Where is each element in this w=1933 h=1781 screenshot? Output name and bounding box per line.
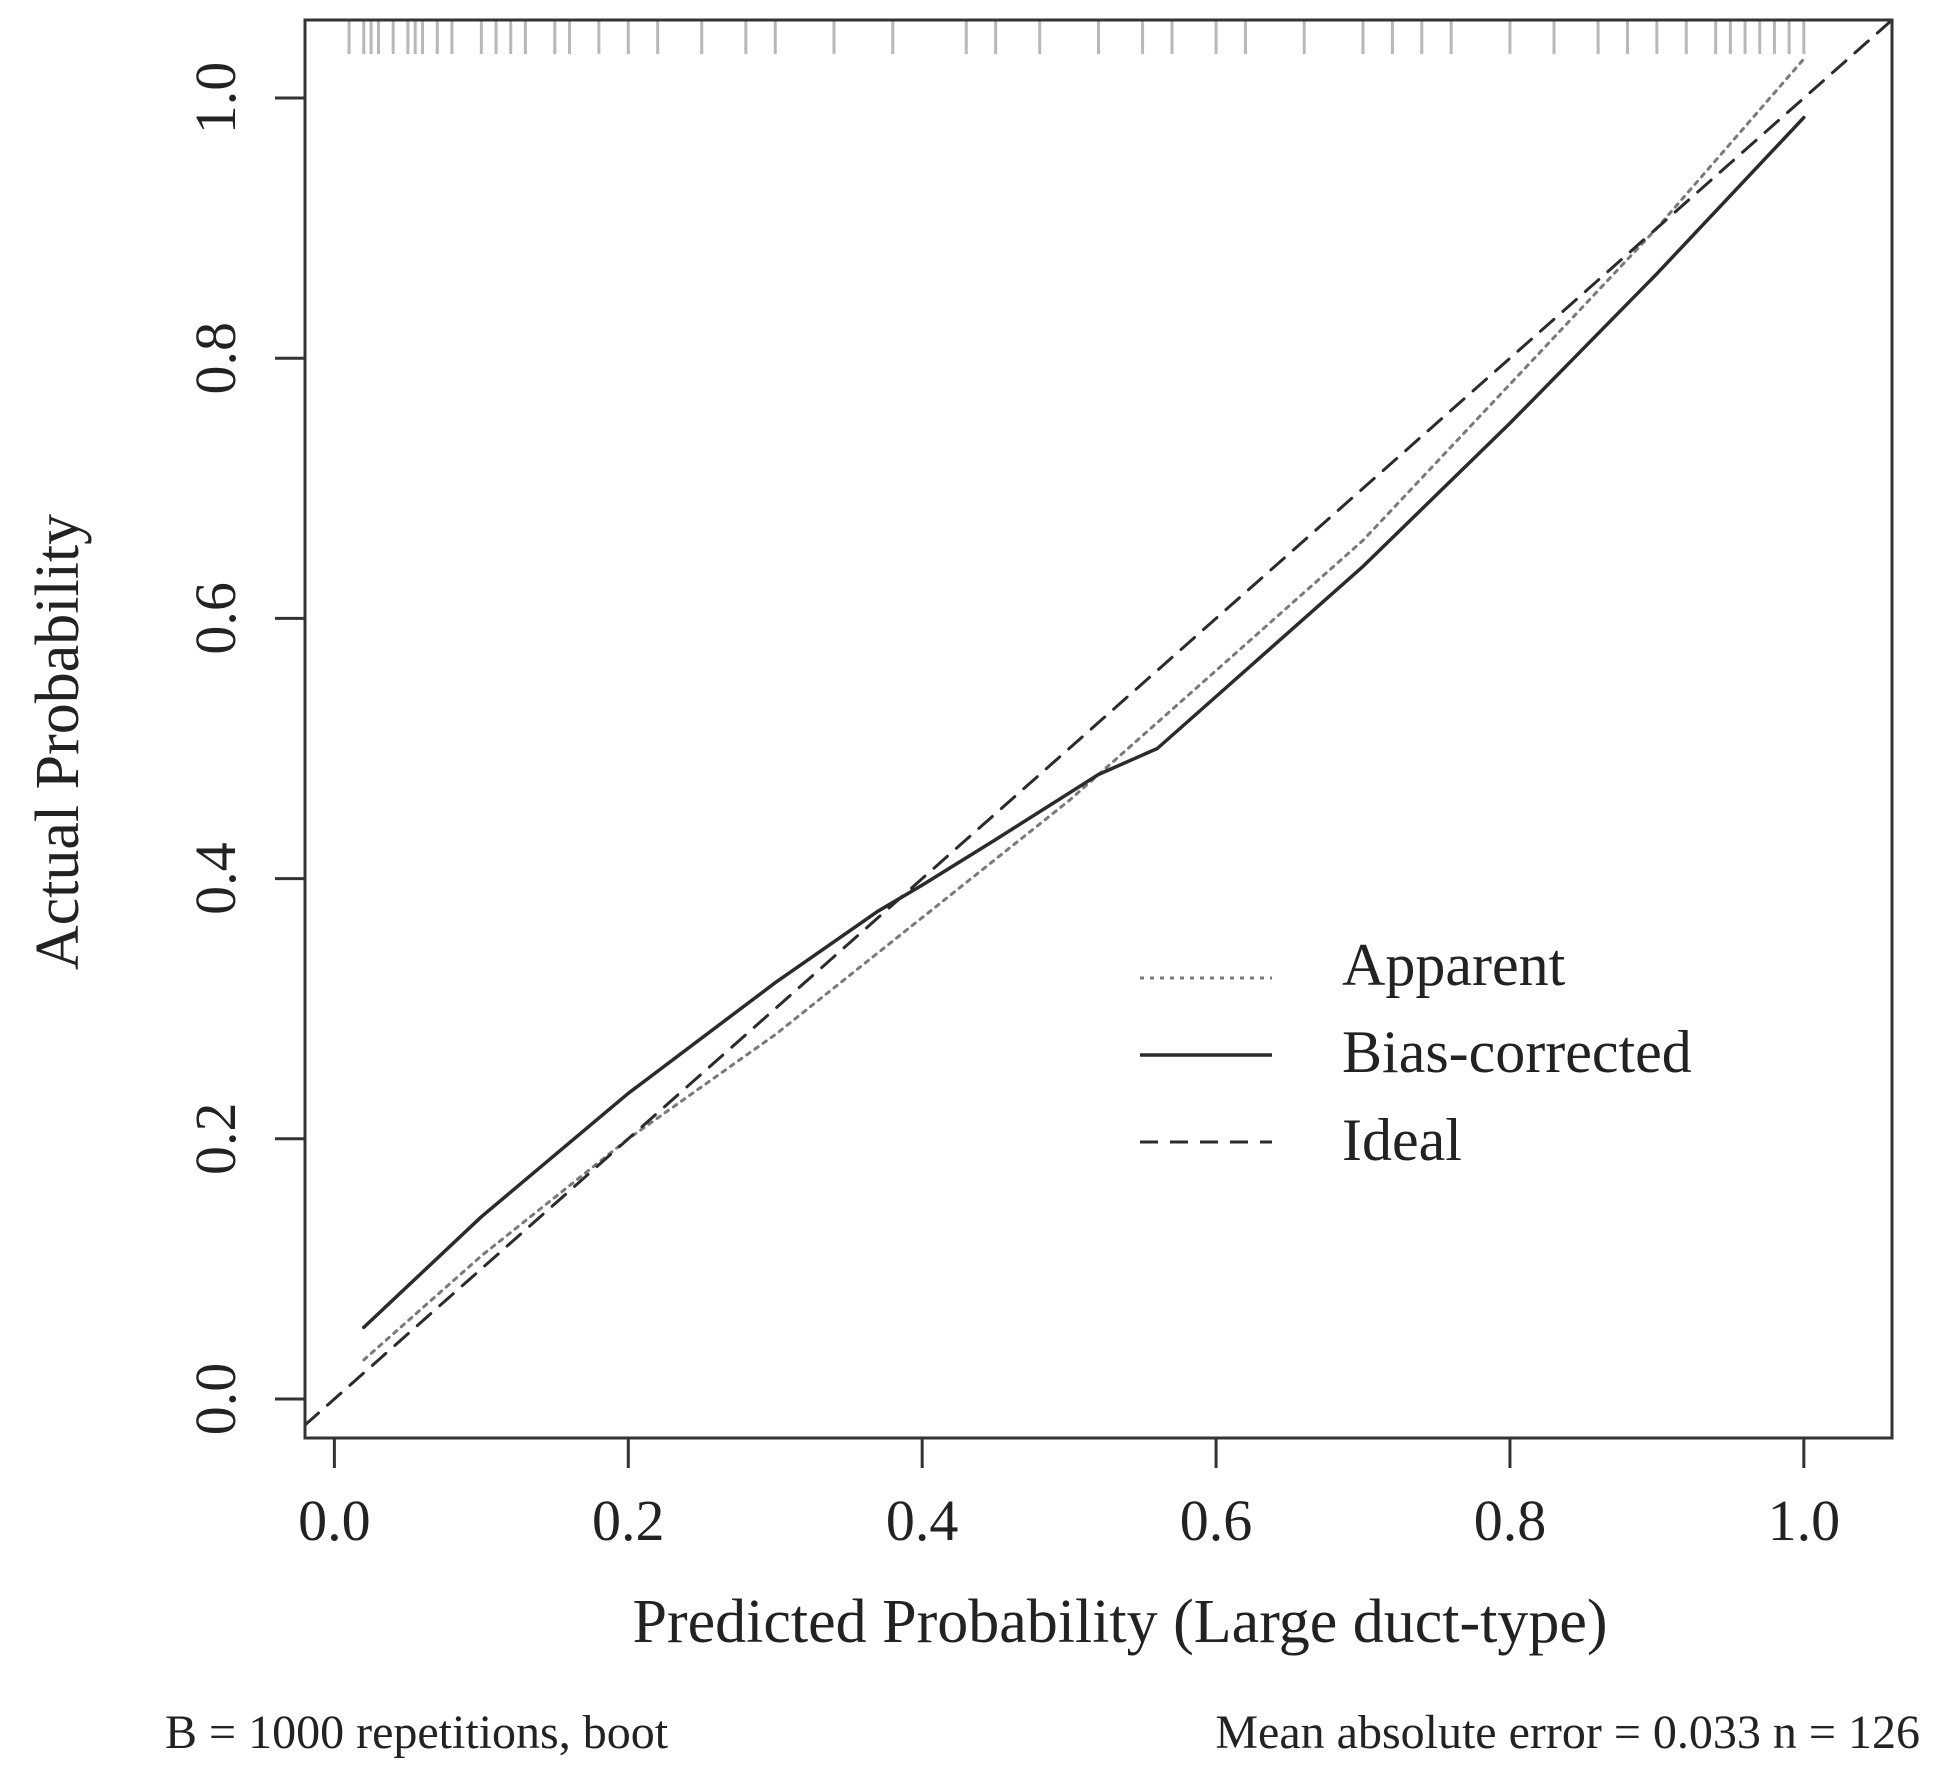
y-tick-label: 0.6 — [183, 582, 248, 655]
x-tick-label: 0.8 — [1474, 1488, 1547, 1553]
y-tick-label: 0.0 — [183, 1363, 248, 1436]
axis-layer: 0.0 0.2 0.4 0.6 0.8 1.0 0.0 0.2 0.4 0.6 0.8 1.0 — [183, 62, 1840, 1553]
y-tick-label: 0.8 — [183, 322, 248, 395]
x-tick-label: 1.0 — [1768, 1488, 1841, 1553]
series-line-ideal — [303, 18, 1894, 1427]
x-tick-label: 0.6 — [1180, 1488, 1253, 1553]
legend-ideal-label: Ideal — [1342, 1107, 1462, 1173]
footnote-right: Mean absolute error = 0.033 n = 126 — [1215, 1706, 1920, 1759]
legend-bias-corrected-label: Bias-corrected — [1342, 1019, 1692, 1085]
x-tick-label: 0.4 — [886, 1488, 959, 1553]
series-line-apparent — [362, 57, 1806, 1362]
y-axis-title: Actual Probability — [24, 514, 92, 970]
y-tick-label: 1.0 — [183, 62, 248, 135]
x-axis-title: Predicted Probability (Large duct-type) — [632, 1588, 1607, 1656]
y-tick-label: 0.2 — [183, 1103, 248, 1176]
footnote-left: B = 1000 repetitions, boot — [165, 1706, 669, 1759]
y-tick-label: 0.4 — [183, 842, 248, 915]
x-tick-label: 0.2 — [592, 1488, 665, 1553]
rug-layer — [347, 20, 1806, 54]
series-line-bias-corrected — [362, 115, 1806, 1330]
x-tick-label: 0.0 — [298, 1488, 371, 1553]
legend-apparent-label: Apparent — [1342, 932, 1566, 998]
legend: Apparent Bias-corrected Ideal — [1140, 932, 1692, 1173]
series-layer — [303, 18, 1894, 1427]
